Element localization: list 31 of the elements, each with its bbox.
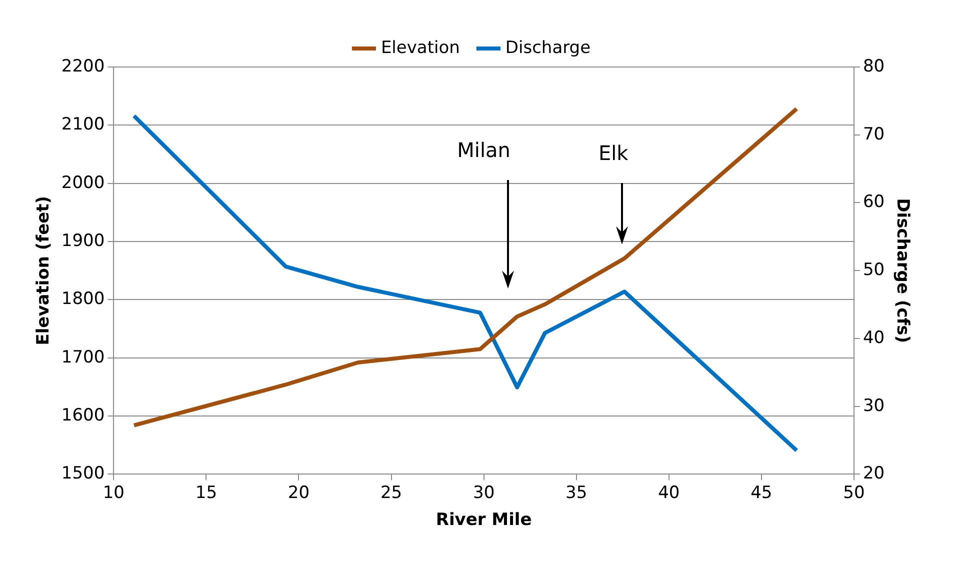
y2-axis-title: Discharge (cfs) bbox=[892, 198, 912, 344]
y2-tick-label: 70 bbox=[862, 124, 885, 144]
y-tick-label: 2200 bbox=[61, 56, 105, 76]
y-tick-label: 2000 bbox=[61, 172, 105, 193]
y2-tick-label: 30 bbox=[862, 396, 885, 416]
x-tick-label: 10 bbox=[102, 482, 124, 503]
x-tick-label: 15 bbox=[195, 482, 218, 503]
x-tick-label: 25 bbox=[380, 482, 402, 503]
x-tick-label: 45 bbox=[750, 482, 772, 503]
y-tick-label: 1600 bbox=[61, 405, 105, 426]
y2-tick-label: 20 bbox=[862, 464, 885, 484]
y-axis-title: Elevation (feet) bbox=[34, 196, 54, 346]
x-tick-label: 35 bbox=[566, 482, 588, 503]
x-tick-label: 20 bbox=[288, 482, 310, 503]
y-tick-label: 1800 bbox=[61, 289, 105, 310]
y2-tick-label: 60 bbox=[862, 192, 885, 212]
annotation: Milan bbox=[457, 138, 510, 162]
y-tick-label: 1500 bbox=[61, 464, 105, 484]
y2-tick-label: 40 bbox=[862, 328, 885, 348]
annotation: Elk bbox=[598, 140, 629, 165]
y-tick-label: 1700 bbox=[61, 347, 105, 368]
x-tick-label: 50 bbox=[843, 482, 865, 503]
x-tick-label: 30 bbox=[472, 482, 495, 503]
legend-label: Elevation bbox=[380, 38, 460, 58]
y2-tick-label: 80 bbox=[862, 56, 885, 76]
legend-label: Discharge bbox=[505, 38, 591, 58]
y-tick-label: 2100 bbox=[61, 114, 105, 135]
x-axis-title: River Mile bbox=[436, 510, 532, 530]
x-tick-label: 40 bbox=[658, 482, 680, 503]
y2-tick-label: 50 bbox=[862, 260, 885, 280]
y-tick-label: 1900 bbox=[61, 230, 105, 251]
